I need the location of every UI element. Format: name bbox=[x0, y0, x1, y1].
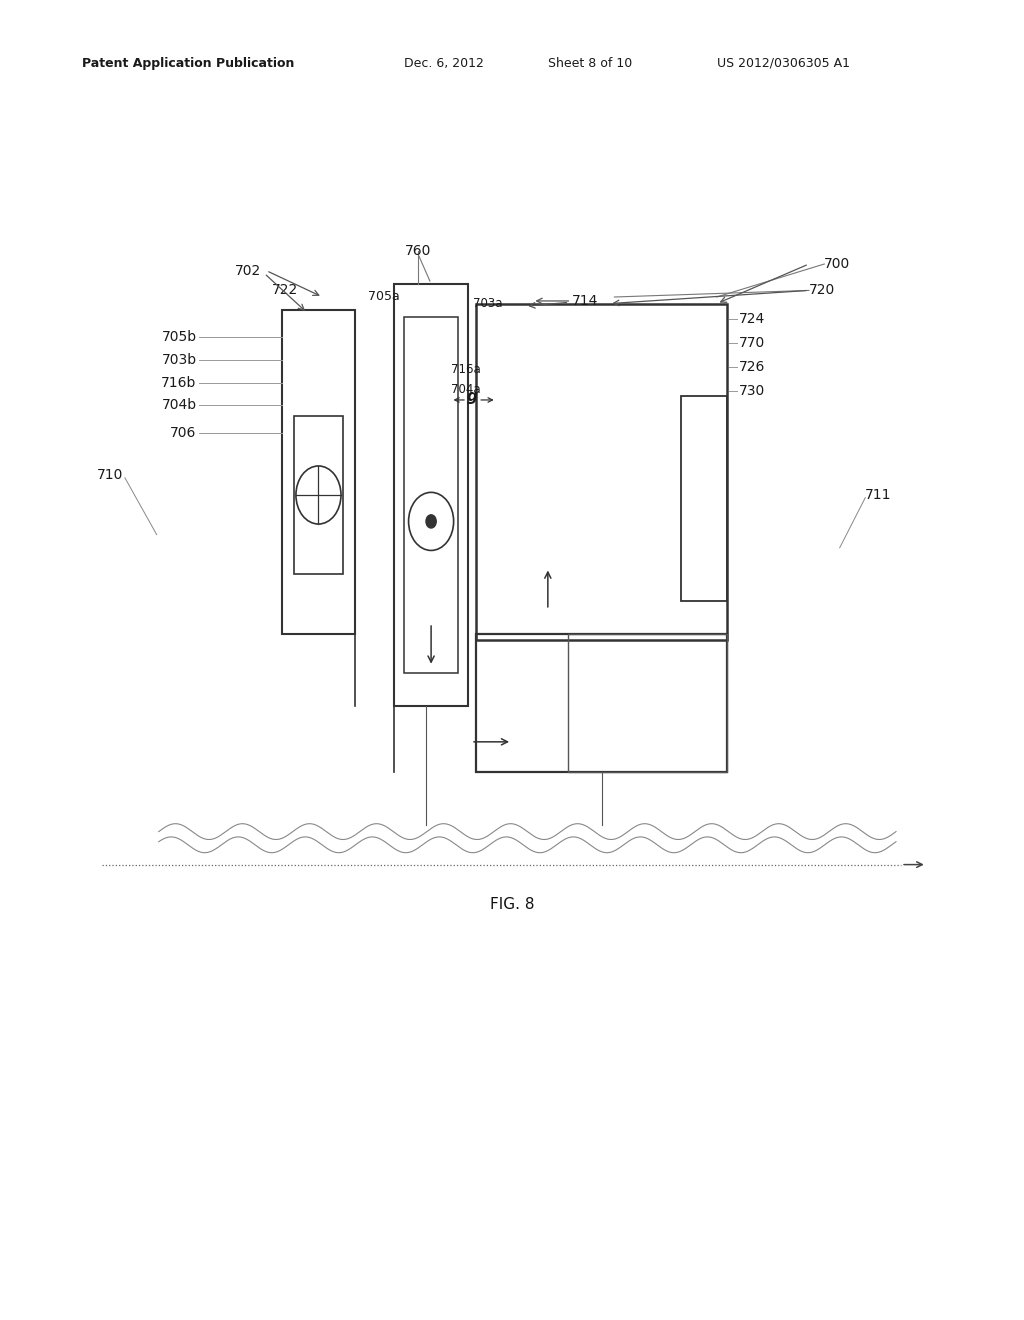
Circle shape bbox=[409, 492, 454, 550]
Text: Patent Application Publication: Patent Application Publication bbox=[82, 57, 294, 70]
Text: 726: 726 bbox=[739, 360, 766, 374]
Text: 716a: 716a bbox=[451, 363, 480, 376]
Text: 703b: 703b bbox=[162, 354, 197, 367]
Text: 703a: 703a bbox=[473, 297, 503, 310]
Bar bbox=[404, 317, 458, 673]
Text: 711: 711 bbox=[865, 488, 892, 502]
Circle shape bbox=[426, 515, 436, 528]
Bar bbox=[476, 304, 727, 640]
Text: 704b: 704b bbox=[162, 399, 197, 412]
Bar bbox=[282, 310, 355, 634]
Text: 716b: 716b bbox=[161, 376, 197, 389]
Bar bbox=[394, 284, 468, 706]
Text: 730: 730 bbox=[739, 384, 766, 397]
Text: FIG. 8: FIG. 8 bbox=[489, 896, 535, 912]
Text: 710: 710 bbox=[96, 469, 123, 482]
Text: 760: 760 bbox=[404, 244, 431, 257]
Bar bbox=[294, 416, 343, 574]
Text: 724: 724 bbox=[739, 313, 766, 326]
Text: 705b: 705b bbox=[162, 330, 197, 343]
Text: 700: 700 bbox=[824, 257, 851, 271]
Text: 704a: 704a bbox=[451, 383, 480, 396]
Text: 705a: 705a bbox=[368, 290, 399, 304]
Text: US 2012/0306305 A1: US 2012/0306305 A1 bbox=[717, 57, 850, 70]
Bar bbox=[568, 634, 727, 772]
Bar bbox=[681, 396, 727, 601]
Text: 714: 714 bbox=[571, 294, 598, 308]
Text: 720: 720 bbox=[809, 284, 836, 297]
Text: 722: 722 bbox=[271, 284, 298, 297]
Text: 706: 706 bbox=[170, 426, 197, 440]
Text: Dec. 6, 2012: Dec. 6, 2012 bbox=[404, 57, 484, 70]
Text: Sheet 8 of 10: Sheet 8 of 10 bbox=[548, 57, 632, 70]
Circle shape bbox=[296, 466, 341, 524]
Text: g: g bbox=[467, 388, 477, 404]
Bar bbox=[476, 634, 727, 772]
Text: 770: 770 bbox=[739, 337, 766, 350]
Text: 702: 702 bbox=[234, 264, 261, 277]
